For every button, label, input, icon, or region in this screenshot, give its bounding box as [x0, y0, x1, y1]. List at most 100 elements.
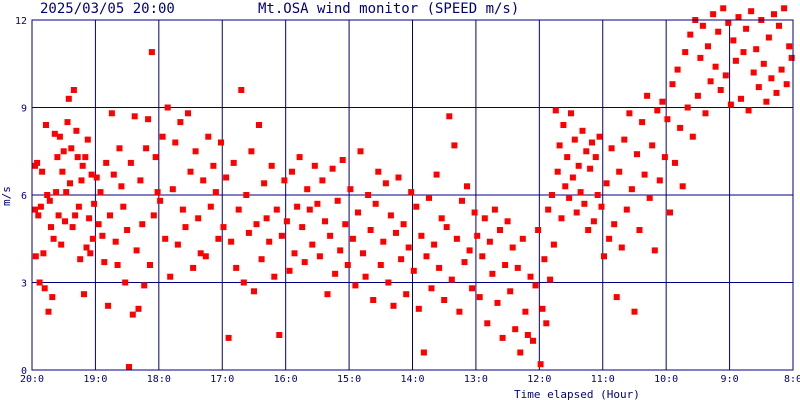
data-point [88, 171, 95, 178]
data-point [60, 148, 67, 155]
data-point [571, 136, 578, 143]
data-point [230, 159, 237, 166]
data-point [765, 34, 772, 41]
data-point [562, 183, 569, 190]
data-point [72, 212, 79, 219]
data-point [190, 264, 197, 271]
data-point [64, 119, 71, 126]
data-point [116, 145, 123, 152]
data-point [606, 235, 613, 242]
data-point [786, 43, 793, 50]
data-point [566, 194, 573, 201]
data-point [748, 8, 755, 15]
data-point [314, 200, 321, 207]
data-point [97, 189, 104, 196]
x-tick-label: 8:0 [784, 374, 800, 385]
data-point [65, 95, 72, 102]
data-point [225, 334, 232, 341]
x-tick-label: 14:0 [400, 374, 424, 385]
data-point [200, 177, 207, 184]
data-point [634, 151, 640, 158]
data-point [616, 168, 623, 175]
data-point [502, 262, 509, 268]
data-point [451, 142, 458, 149]
data-point [362, 273, 369, 280]
data-point [337, 247, 344, 254]
data-point [332, 270, 339, 277]
x-axis-label: Time elapsed (Hour) [514, 388, 640, 400]
data-point [112, 238, 119, 245]
data-point [195, 215, 202, 222]
data-point [541, 256, 548, 263]
data-point [91, 200, 98, 207]
data-point [554, 168, 561, 175]
data-point [187, 168, 194, 175]
data-point [110, 171, 117, 178]
data-point [646, 194, 653, 201]
data-point [656, 177, 663, 184]
data-point [466, 247, 473, 254]
data-point [654, 107, 661, 114]
data-point [486, 238, 493, 245]
data-point [316, 253, 323, 260]
data-point [141, 282, 148, 289]
data-point [70, 87, 77, 93]
data-point [268, 162, 275, 169]
data-point [590, 218, 597, 225]
data-point [157, 197, 164, 204]
data-point [329, 165, 336, 172]
data-point [569, 174, 576, 181]
data-point [74, 154, 81, 161]
data-point [558, 215, 565, 222]
data-point [471, 209, 478, 216]
data-point [182, 224, 189, 231]
data-point [697, 54, 704, 61]
data-point [273, 206, 280, 213]
data-point [367, 227, 374, 233]
data-point [702, 110, 709, 117]
data-point [197, 250, 204, 257]
plot-area-frame [31, 19, 794, 371]
data-point [276, 332, 283, 338]
data-point [687, 31, 694, 38]
data-point [589, 139, 595, 146]
data-point [579, 127, 586, 134]
data-point [448, 276, 455, 283]
data-point [289, 168, 295, 175]
data-point [433, 171, 440, 178]
data-point [778, 66, 785, 73]
data-point [73, 127, 80, 134]
data-point [223, 174, 230, 181]
data-point [185, 110, 191, 117]
data-point [56, 133, 63, 140]
data-point [352, 282, 359, 289]
data-point [415, 305, 422, 312]
data-point [40, 250, 47, 257]
x-axis-tick-labels: 20:0 19:0 18:0 17:0 16:0 15:0 14:0 13:0 12:0 11:0… [20, 374, 800, 385]
data-point [499, 334, 506, 341]
data-point [44, 192, 51, 198]
y-axis-tick-labels: 0 3 6 9 12 [15, 16, 27, 377]
data-point [69, 224, 76, 231]
data-point [143, 145, 150, 152]
data-point [636, 227, 643, 233]
y-tick-label: 9 [21, 104, 27, 115]
data-point [631, 308, 638, 315]
data-point [347, 186, 354, 193]
data-point [177, 119, 184, 126]
data-point [738, 95, 744, 102]
data-point [172, 139, 179, 146]
data-point [286, 267, 293, 274]
data-point [476, 294, 483, 301]
data-point [623, 206, 630, 213]
data-point [212, 189, 219, 196]
data-point [148, 49, 155, 56]
y-tick-label: 0 [21, 366, 27, 377]
data-point [334, 197, 341, 204]
data-point [661, 154, 668, 161]
data-point [105, 302, 112, 309]
x-tick-label: 16:0 [274, 374, 298, 385]
data-point [210, 162, 217, 169]
data-point [311, 162, 318, 169]
data-point [644, 92, 651, 99]
